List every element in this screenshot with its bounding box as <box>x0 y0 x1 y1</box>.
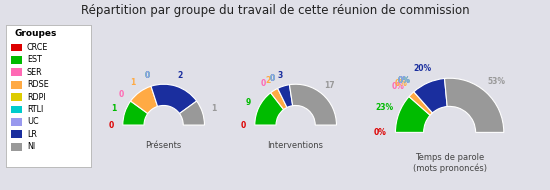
Text: 20%: 20% <box>413 64 431 73</box>
FancyBboxPatch shape <box>10 81 21 89</box>
Text: SER: SER <box>27 68 42 77</box>
Wedge shape <box>271 88 287 110</box>
Text: 0: 0 <box>119 90 124 99</box>
Text: 0: 0 <box>270 74 275 83</box>
Text: 0: 0 <box>145 71 150 80</box>
Wedge shape <box>409 92 432 115</box>
Wedge shape <box>395 97 430 132</box>
Text: RDPI: RDPI <box>27 93 46 102</box>
Text: 23%: 23% <box>376 103 394 112</box>
Text: 0%: 0% <box>391 82 404 91</box>
Text: 53%: 53% <box>487 77 505 86</box>
Text: Groupes: Groupes <box>14 29 57 38</box>
Text: EST: EST <box>27 55 42 64</box>
Text: 0: 0 <box>241 121 246 130</box>
FancyBboxPatch shape <box>10 118 21 126</box>
Text: LR: LR <box>27 130 37 139</box>
Text: 0: 0 <box>145 71 150 80</box>
Text: 0: 0 <box>270 74 275 83</box>
Wedge shape <box>179 101 205 125</box>
Text: RDSE: RDSE <box>27 80 48 89</box>
Text: 17: 17 <box>324 81 335 90</box>
Text: UC: UC <box>27 117 38 126</box>
Text: 2: 2 <box>265 76 271 85</box>
Text: Temps de parole
(mots prononcés): Temps de parole (mots prononcés) <box>412 153 487 173</box>
Text: Présents: Présents <box>146 141 182 150</box>
Wedge shape <box>123 101 148 125</box>
Wedge shape <box>151 84 197 114</box>
Text: 1: 1 <box>211 105 216 113</box>
FancyBboxPatch shape <box>10 93 21 101</box>
FancyBboxPatch shape <box>10 44 21 51</box>
Wedge shape <box>255 93 284 125</box>
Wedge shape <box>130 86 157 114</box>
Text: NI: NI <box>27 142 35 151</box>
FancyBboxPatch shape <box>10 143 21 151</box>
Text: 0: 0 <box>109 121 114 130</box>
Wedge shape <box>278 85 293 108</box>
Wedge shape <box>289 84 337 125</box>
Text: 0: 0 <box>145 71 150 80</box>
Text: 0%: 0% <box>397 76 410 85</box>
Text: 0%: 0% <box>394 79 407 88</box>
FancyBboxPatch shape <box>10 56 21 64</box>
FancyBboxPatch shape <box>10 106 21 113</box>
Text: CRCE: CRCE <box>27 43 48 52</box>
FancyBboxPatch shape <box>10 68 21 76</box>
Text: 0%: 0% <box>397 76 410 85</box>
Text: 0%: 0% <box>374 128 387 137</box>
Text: 1: 1 <box>111 105 117 113</box>
Wedge shape <box>414 78 447 113</box>
Text: 0: 0 <box>261 79 266 88</box>
Text: Répartition par groupe du travail de cette réunion de commission: Répartition par groupe du travail de cet… <box>81 4 469 17</box>
Text: 9: 9 <box>246 97 251 107</box>
Text: 3: 3 <box>277 71 283 80</box>
Text: 1: 1 <box>130 78 135 87</box>
Wedge shape <box>444 78 504 132</box>
Text: 0: 0 <box>270 74 275 83</box>
Text: 2: 2 <box>177 71 183 80</box>
FancyBboxPatch shape <box>10 130 21 138</box>
Text: RTLI: RTLI <box>27 105 43 114</box>
Text: Interventions: Interventions <box>268 141 323 150</box>
Text: 0%: 0% <box>397 76 410 85</box>
